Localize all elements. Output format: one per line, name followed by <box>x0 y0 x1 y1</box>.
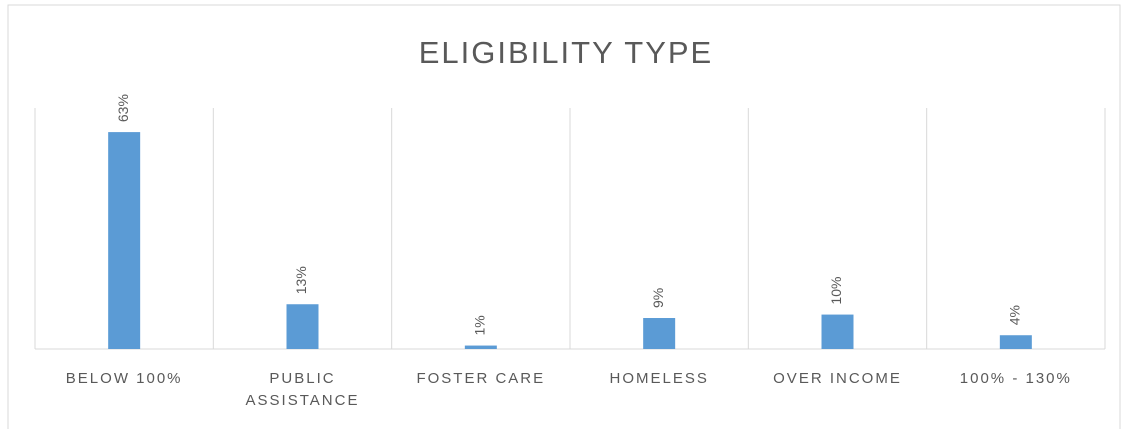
x-tick-label: FOSTER CARE <box>416 370 546 387</box>
x-tick-label: OVER INCOME <box>773 370 902 387</box>
data-label: 9% <box>650 288 666 308</box>
bar <box>999 335 1032 349</box>
x-tick-label: PUBLIC ASSISTANCE <box>245 370 360 409</box>
data-label: 1% <box>472 315 488 335</box>
x-tick-label: 100% - 130% <box>959 370 1072 387</box>
chart-border <box>7 4 1121 429</box>
data-label: 63% <box>115 94 131 122</box>
data-label: 13% <box>293 266 309 294</box>
bar <box>821 314 854 349</box>
bar <box>286 304 319 349</box>
x-tick-label: HOMELESS <box>609 370 709 387</box>
chart-title: ELIGIBILITY TYPE <box>419 35 713 70</box>
bar <box>108 132 141 349</box>
data-label: 10% <box>828 277 844 305</box>
x-tick-label: BELOW 100% <box>65 370 183 387</box>
data-label: 4% <box>1007 305 1023 325</box>
bar <box>643 318 676 349</box>
bar <box>464 345 497 349</box>
